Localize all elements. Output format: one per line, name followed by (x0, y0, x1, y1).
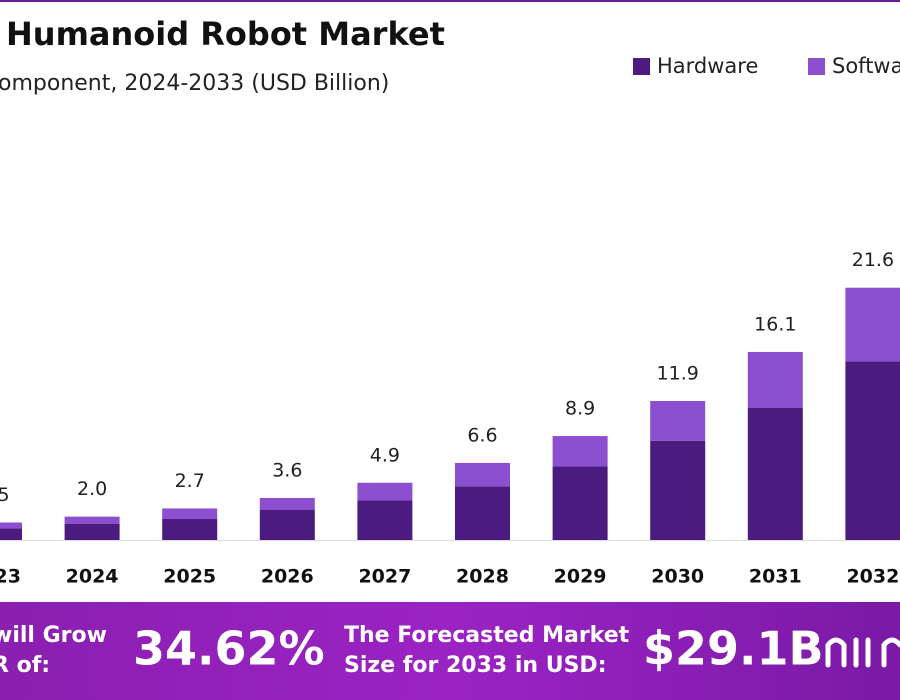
x-tick-label: 2024 (66, 566, 119, 588)
bar-segment (357, 500, 413, 540)
chart-subtitle: omponent, 2024-2033 (USD Billion) (0, 71, 389, 96)
banner-forecast: $29.1B (643, 622, 824, 676)
x-tick-label: 2030 (651, 566, 704, 588)
logo-shape (853, 637, 871, 668)
logo-shape (881, 637, 900, 668)
total-label: 11.9 (657, 363, 699, 385)
total-label: 6.6 (467, 424, 497, 446)
x-tick-label: 2028 (456, 566, 509, 588)
x-tick-label: 2025 (163, 566, 216, 588)
bar-segment (0, 528, 22, 540)
banner-text: will Grow (0, 623, 107, 648)
bar-segment (747, 351, 803, 409)
bar-segment (259, 509, 315, 540)
legend-swatch (808, 58, 825, 75)
bar-segment (650, 440, 706, 540)
banner-cagr: 34.62% (133, 622, 325, 676)
bar-segment (552, 466, 608, 540)
banner-text: Size for 2033 in USD: (344, 653, 607, 678)
logo-shape (825, 637, 847, 668)
bar-segment (455, 486, 510, 540)
top-border (0, 0, 900, 2)
banner-text: The Forecasted Market (344, 623, 630, 648)
total-label: 2.0 (77, 478, 107, 500)
bar-segment (0, 522, 22, 529)
bar-segment (64, 523, 120, 540)
chart-title: Humanoid Robot Market (6, 15, 445, 53)
bar-segment (64, 516, 120, 524)
x-tick-label: 2029 (554, 566, 607, 588)
bar-segment (845, 287, 900, 362)
bar-segment (162, 508, 218, 519)
legend-label: Hardware (657, 54, 758, 78)
bar-segment (552, 436, 608, 467)
legend-label: Software (832, 54, 900, 78)
x-tick-label: 2027 (358, 566, 411, 588)
total-label: 8.9 (565, 398, 595, 420)
legend: Hardware Software (633, 54, 900, 78)
bar-segment (162, 518, 218, 540)
total-label: 4.9 (370, 444, 400, 466)
x-tick-label: 2032 (846, 566, 899, 588)
bar-segment (747, 408, 803, 540)
bar-segment (357, 482, 413, 501)
bar-segment (845, 361, 900, 540)
bars: 1.5 2023 2.0 2024 2.7 2025 3.6 2026 4.9 2027 6.6 20… (0, 249, 900, 588)
total-label: 1.5 (0, 484, 10, 506)
total-label: 3.6 (272, 459, 302, 481)
x-tick-label: 2031 (749, 566, 802, 588)
x-tick-label: 2023 (0, 566, 21, 588)
bar-segment (650, 401, 706, 441)
banner (0, 602, 900, 700)
legend-swatch (633, 58, 650, 75)
x-tick-label: 2026 (261, 566, 314, 588)
bar-segment (455, 462, 510, 487)
logo (825, 637, 900, 668)
bar-segment (259, 497, 315, 510)
total-label: 21.6 (852, 249, 894, 271)
total-label: 16.1 (754, 313, 796, 335)
banner-text: R of: (0, 653, 50, 678)
total-label: 2.7 (175, 470, 205, 492)
